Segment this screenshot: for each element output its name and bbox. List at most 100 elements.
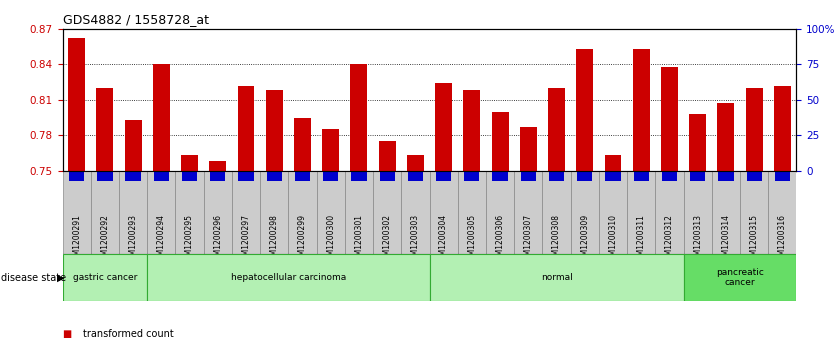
Bar <box>634 171 649 181</box>
Bar <box>203 171 232 254</box>
Text: GSM1200299: GSM1200299 <box>298 214 307 265</box>
Text: GSM1200293: GSM1200293 <box>128 214 138 265</box>
Bar <box>153 171 169 181</box>
Bar <box>465 171 480 181</box>
Text: ■: ■ <box>63 329 72 339</box>
Text: GSM1200298: GSM1200298 <box>269 214 279 265</box>
Bar <box>97 88 113 171</box>
Text: normal: normal <box>540 273 572 282</box>
Bar <box>379 141 395 171</box>
Bar <box>492 171 508 181</box>
Bar <box>373 171 401 254</box>
Bar <box>746 88 762 171</box>
Text: GSM1200295: GSM1200295 <box>185 214 194 265</box>
Text: GSM1200307: GSM1200307 <box>524 214 533 265</box>
Bar <box>238 86 254 171</box>
Bar <box>458 171 486 254</box>
Bar <box>740 171 768 254</box>
Text: GSM1200301: GSM1200301 <box>354 214 364 265</box>
Text: GSM1200296: GSM1200296 <box>214 214 223 265</box>
Bar <box>124 120 142 171</box>
Bar <box>69 171 84 181</box>
Bar <box>548 88 565 171</box>
Bar <box>182 171 197 181</box>
Bar <box>153 64 170 171</box>
Bar <box>119 171 148 254</box>
Bar <box>63 171 91 254</box>
Text: GSM1200291: GSM1200291 <box>73 214 81 265</box>
Bar <box>289 171 317 254</box>
Text: pancreatic
cancer: pancreatic cancer <box>716 268 764 287</box>
Text: GSM1200306: GSM1200306 <box>495 214 505 265</box>
Text: GSM1200305: GSM1200305 <box>467 214 476 265</box>
Bar <box>435 83 452 171</box>
Bar <box>599 171 627 254</box>
Bar <box>210 171 225 181</box>
Bar <box>570 171 599 254</box>
Bar <box>317 171 344 254</box>
Bar <box>266 90 283 171</box>
Bar <box>605 171 620 181</box>
Bar <box>627 171 656 254</box>
Bar <box>656 171 684 254</box>
Text: GSM1200300: GSM1200300 <box>326 214 335 265</box>
Bar <box>267 171 282 181</box>
Text: GSM1200316: GSM1200316 <box>778 214 786 265</box>
Bar <box>430 171 458 254</box>
Bar <box>401 171 430 254</box>
Text: disease state: disease state <box>1 273 66 283</box>
Text: GSM1200309: GSM1200309 <box>580 214 590 265</box>
Bar <box>520 171 536 181</box>
Bar <box>351 171 367 181</box>
Bar <box>549 171 564 181</box>
Bar <box>684 254 796 301</box>
Bar <box>542 171 570 254</box>
Text: GSM1200304: GSM1200304 <box>440 214 448 265</box>
Bar <box>515 171 542 254</box>
Bar <box>520 127 537 171</box>
Text: transformed count: transformed count <box>83 329 174 339</box>
Bar <box>91 171 119 254</box>
Bar <box>662 171 677 181</box>
Bar <box>684 171 711 254</box>
Bar <box>63 254 148 301</box>
Bar <box>379 171 394 181</box>
Bar <box>436 171 451 181</box>
Text: GSM1200315: GSM1200315 <box>750 214 759 265</box>
Text: GSM1200294: GSM1200294 <box>157 214 166 265</box>
Bar <box>181 155 198 171</box>
Text: ▶: ▶ <box>57 273 64 283</box>
Bar <box>239 171 254 181</box>
Text: GSM1200310: GSM1200310 <box>609 214 617 265</box>
Bar <box>718 171 734 181</box>
Bar <box>690 171 706 181</box>
Text: hepatocellular carcinoma: hepatocellular carcinoma <box>231 273 346 282</box>
Bar <box>407 155 424 171</box>
Text: GSM1200311: GSM1200311 <box>636 214 646 265</box>
Bar <box>344 171 373 254</box>
Bar <box>68 38 85 171</box>
Bar <box>408 171 423 181</box>
Bar <box>711 171 740 254</box>
Bar <box>689 114 706 171</box>
Text: GDS4882 / 1558728_at: GDS4882 / 1558728_at <box>63 13 208 26</box>
Bar <box>323 171 339 181</box>
Bar <box>464 90 480 171</box>
Bar <box>576 49 593 171</box>
Bar <box>209 161 226 171</box>
Bar <box>98 171 113 181</box>
Bar <box>768 171 796 254</box>
Bar <box>294 118 311 171</box>
Bar <box>148 171 175 254</box>
Bar <box>577 171 592 181</box>
Bar <box>746 171 761 181</box>
Text: GSM1200292: GSM1200292 <box>100 214 109 265</box>
Bar <box>125 171 141 181</box>
Text: GSM1200314: GSM1200314 <box>721 214 731 265</box>
Text: GSM1200308: GSM1200308 <box>552 214 561 265</box>
Bar <box>775 171 790 181</box>
Bar <box>491 111 509 171</box>
Text: GSM1200297: GSM1200297 <box>242 214 250 265</box>
Bar <box>661 67 678 171</box>
Bar <box>350 64 368 171</box>
